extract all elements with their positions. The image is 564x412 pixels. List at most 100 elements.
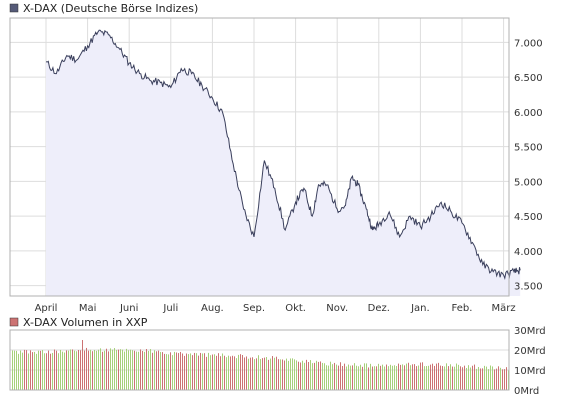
volume-y-tick-label: 30Mrd [514,326,546,337]
volume-bar [430,364,431,390]
volume-bar [388,366,389,390]
volume-bar [280,359,281,390]
volume-bar [204,353,205,390]
volume-bar [454,366,455,390]
volume-bar [330,361,331,390]
volume-bar [44,353,45,390]
volume-bar [20,350,21,390]
volume-bar [296,360,297,390]
price-y-tick-label: 5.500 [514,143,543,154]
volume-bar [268,359,269,390]
volume-bar [76,351,77,390]
volume-bar [434,365,435,390]
volume-bar [164,353,165,390]
volume-bar [300,362,301,390]
volume-bar [312,363,313,390]
volume-bar [130,349,131,390]
volume-bar [134,350,135,390]
volume-bar [344,363,345,390]
volume-bar [144,351,145,390]
volume-bar [348,364,349,390]
volume-bar [160,351,161,390]
x-tick-label: Aug. [201,303,224,314]
volume-bar [450,364,451,390]
volume-bar [494,369,495,390]
volume-bar [266,357,267,390]
volume-legend: X-DAX Volumen in XXP [23,316,148,329]
volume-bar [238,354,239,390]
volume-bar [42,350,43,390]
volume-bar [50,353,51,390]
x-tick-label: Dez. [368,303,390,314]
volume-bar [226,357,227,390]
volume-bar [478,366,479,390]
volume-bar [194,352,195,390]
volume-bar [274,357,275,390]
price-legend: X-DAX (Deutsche Börse Indizes) [23,2,198,15]
volume-bar [162,352,163,390]
x-tick-label: Feb. [452,303,473,314]
volume-bar [490,365,491,390]
volume-bar [182,353,183,390]
volume-bar [48,350,49,390]
volume-bar [416,366,417,390]
volume-bar [272,356,273,390]
price-plot-frame [9,17,510,297]
volume-y-axis: 0Mrd 10Mrd 20Mrd 30Mrd [514,326,546,397]
volume-bar [118,349,119,390]
volume-bar [338,365,339,390]
price-legend-swatch [9,3,19,13]
volume-bar [298,361,299,390]
volume-bar [414,364,415,390]
price-y-tick-label: 7.000 [514,38,543,49]
volume-bar [192,355,193,390]
volume-bar [86,347,87,390]
volume-bar [158,350,159,390]
volume-y-tick-label: 20Mrd [514,346,546,357]
volume-bar [352,365,353,390]
volume-bar [438,362,439,390]
volume-bar [102,351,103,390]
volume-bar [30,350,31,390]
volume-bar [172,355,173,390]
volume-bar [254,359,255,390]
volume-bar [284,360,285,390]
volume-bar [322,362,323,390]
volume-bar [78,349,79,390]
volume-bar [382,364,383,390]
volume-bar [72,349,73,390]
x-tick-label: Juli [162,303,178,314]
volume-bar [286,358,287,390]
volume-bar [288,360,289,390]
volume-bar [334,362,335,390]
volume-bar [264,357,265,390]
volume-bar [210,355,211,390]
volume-bar [256,358,257,390]
volume-bar [386,364,387,390]
volume-bar [70,349,71,390]
volume-bar [492,366,493,390]
volume-bar [420,362,421,390]
volume-bar [422,362,423,390]
price-y-tick-label: 5.000 [514,177,543,188]
volume-bar [220,356,221,390]
volume-bar [114,348,115,390]
x-tick-label: Jan. [410,303,430,314]
volume-bar [202,353,203,390]
volume-bar [38,350,39,390]
volume-bar [80,350,81,390]
volume-bar [326,365,327,390]
volume-bar [100,348,101,390]
volume-bar [332,364,333,390]
volume-bar [40,350,41,390]
volume-bar [90,349,91,390]
volume-bar [46,353,47,390]
volume-legend-swatch [9,317,19,327]
volume-bar [230,356,231,390]
volume-bar [26,350,27,390]
volume-bar [474,364,475,390]
volume-bar [462,367,463,390]
volume-bar [482,368,483,390]
volume-bar [224,355,225,390]
